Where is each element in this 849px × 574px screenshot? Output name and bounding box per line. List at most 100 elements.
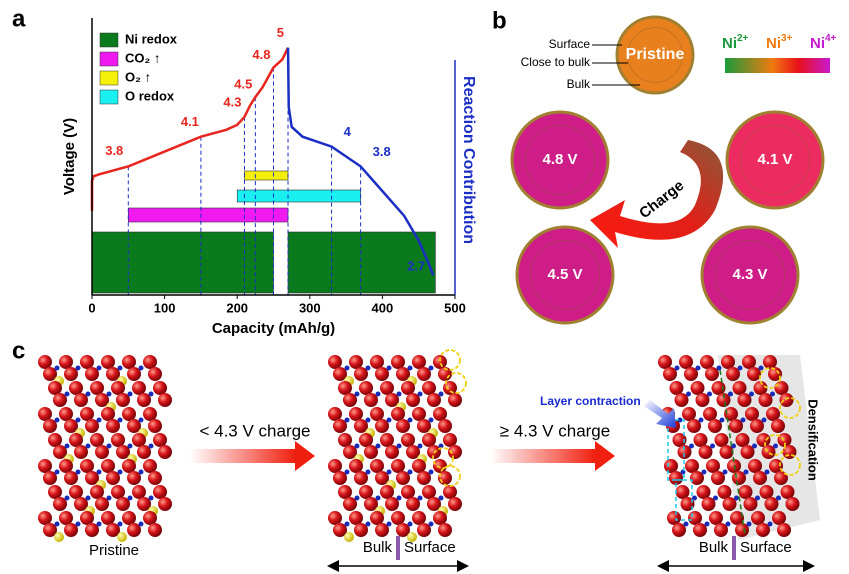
contribution-bar — [287, 231, 436, 294]
atom-ni — [375, 443, 381, 449]
atom-o — [137, 445, 151, 459]
atom-o — [779, 393, 794, 407]
atom-o — [672, 433, 687, 447]
atom-o — [48, 433, 62, 447]
bulk-label: Bulk — [699, 539, 729, 556]
atom-o — [80, 511, 94, 525]
legend-label: O₂ ↑ — [125, 69, 151, 84]
atom-ni — [677, 417, 683, 423]
atom-o — [756, 523, 770, 537]
atom-o — [343, 445, 357, 459]
legend-label: Ni redox — [125, 31, 178, 46]
atom-o — [53, 497, 67, 511]
atom-o — [721, 355, 735, 369]
atom-ni — [767, 521, 773, 527]
voltage-annotation: 4.3 — [223, 94, 241, 109]
atom-o — [95, 497, 109, 511]
atom-ni — [713, 495, 718, 501]
atom-o — [766, 407, 780, 421]
atom-o — [85, 367, 99, 381]
atom-o — [708, 419, 722, 433]
atom-o — [385, 497, 399, 511]
atom-ni — [731, 443, 736, 449]
atom-ni — [743, 469, 749, 475]
atom-ni — [64, 391, 70, 397]
ni-base: Ni — [722, 35, 737, 52]
surface-label: Surface — [404, 539, 456, 556]
atom-ni — [365, 365, 371, 371]
atom-o — [364, 445, 378, 459]
atom-o — [69, 433, 83, 447]
atom-o — [780, 485, 795, 499]
atom-o — [127, 367, 141, 381]
atom-ni — [138, 469, 144, 475]
atom-o — [763, 355, 777, 369]
voltage-annotation: 3.8 — [373, 144, 391, 159]
atom-o — [401, 485, 415, 499]
atom-o — [43, 419, 57, 433]
particle-core — [627, 27, 683, 83]
atom-o — [116, 497, 130, 511]
atom-li — [344, 532, 354, 542]
atom-o — [774, 471, 788, 485]
atom-ni — [749, 391, 754, 397]
atom-o — [43, 471, 57, 485]
atom-o — [716, 393, 731, 407]
atom-o — [417, 471, 431, 485]
atom-o — [153, 433, 167, 447]
layer-label: Close to bulk — [521, 55, 591, 69]
atom-ni — [127, 495, 133, 501]
atom-o — [406, 497, 420, 511]
atom-o — [43, 523, 57, 537]
atom-o — [709, 511, 723, 525]
surface-label: Surface — [740, 539, 792, 556]
atom-ni — [148, 391, 154, 397]
legend-label: O redox — [125, 88, 175, 103]
charge-arrow — [590, 140, 724, 248]
atom-o — [448, 393, 462, 407]
atom-o — [722, 497, 737, 511]
atom-ni — [106, 443, 112, 449]
voltage-annotation: 4 — [344, 124, 352, 139]
atom-o — [433, 511, 447, 525]
x-tick-label: 500 — [444, 300, 466, 315]
particle — [615, 15, 695, 95]
step-arrow-head — [595, 441, 615, 471]
legend-swatch — [99, 70, 119, 86]
atom-o — [774, 381, 789, 395]
atom-o — [726, 367, 740, 381]
atom-o — [106, 367, 120, 381]
atom-o — [701, 497, 716, 511]
atom-o — [412, 511, 426, 525]
step-label: ≥ 4.3 V charge — [500, 421, 610, 440]
atom-o — [427, 393, 441, 407]
layer-label: Surface — [549, 37, 591, 51]
bulk-label: Bulk — [363, 539, 393, 556]
contribution-bar — [91, 231, 274, 294]
panel-label: a — [12, 5, 26, 32]
ni-base: Ni — [766, 35, 781, 52]
atom-ni — [138, 521, 144, 527]
densification-label: Densification — [806, 399, 821, 481]
atom-o — [396, 367, 410, 381]
atom-o — [674, 393, 689, 407]
atom-ni — [704, 521, 710, 527]
vacancy-ring — [779, 397, 801, 419]
atom-ni — [117, 521, 123, 527]
atom-o — [127, 419, 141, 433]
vacancy-ring — [439, 465, 461, 487]
atom-ni — [407, 365, 413, 371]
atom-o — [706, 459, 720, 473]
x-tick-label: 400 — [372, 300, 394, 315]
atom-o — [101, 511, 115, 525]
atom-o — [438, 523, 452, 537]
atom-ni — [396, 391, 402, 397]
atom-ni — [64, 495, 70, 501]
particle-label: 4.3 V — [732, 266, 767, 283]
atom-o — [116, 445, 130, 459]
atom-o — [80, 355, 94, 369]
atom-o — [328, 355, 342, 369]
atom-o — [385, 445, 399, 459]
atom-o — [38, 407, 52, 421]
atom-o — [375, 471, 389, 485]
